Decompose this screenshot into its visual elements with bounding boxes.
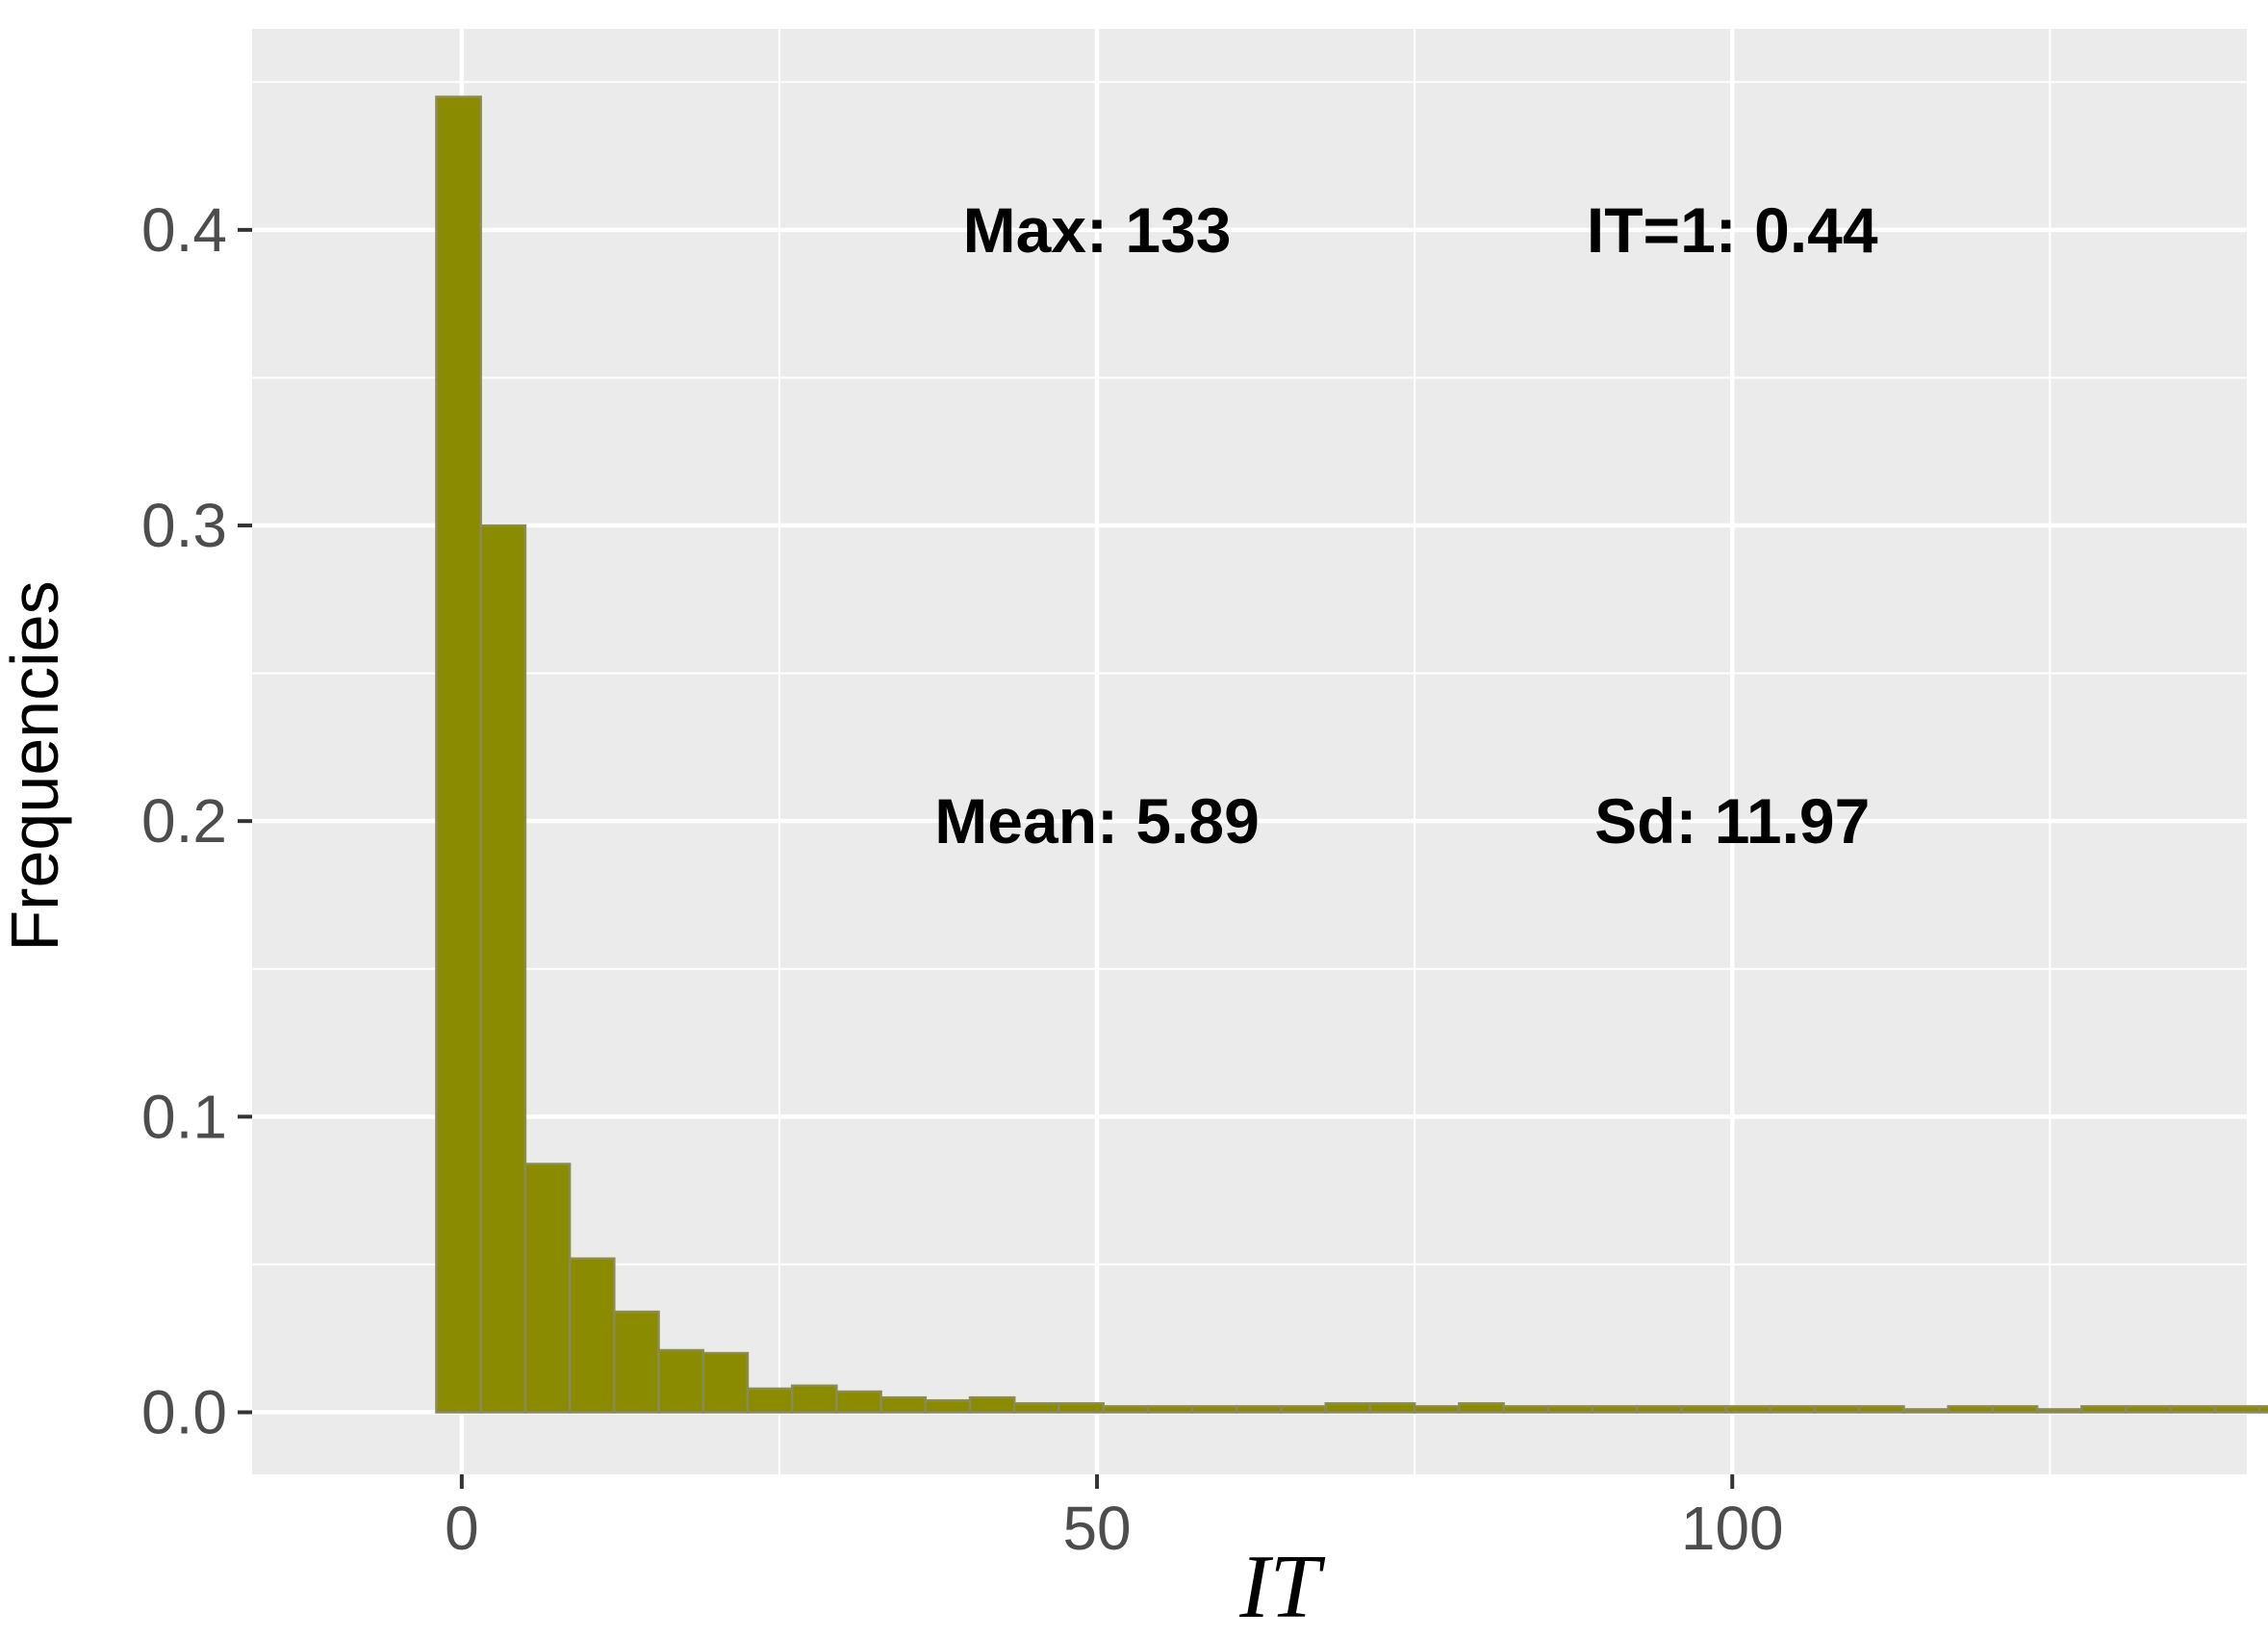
histogram-bar — [924, 1398, 972, 1414]
histogram-bar — [1413, 1405, 1461, 1414]
x-tick-label: 0 — [445, 1494, 479, 1563]
y-axis: 0.0 0.1 0.2 0.3 0.4 — [141, 195, 252, 1446]
histogram-bar — [568, 1257, 616, 1414]
histogram-bar — [1236, 1405, 1283, 1414]
histogram-bar — [1947, 1405, 1995, 1414]
histogram-bar — [1902, 1408, 1949, 1414]
y-tick-label: 0.0 — [141, 1377, 227, 1446]
histogram-bar — [1458, 1402, 1505, 1414]
histogram-bar — [746, 1387, 794, 1414]
y-tick-label: 0.1 — [141, 1082, 227, 1151]
annotation-label: IT=1: 0.44 — [1587, 194, 1878, 266]
histogram-bar — [2125, 1405, 2173, 1414]
x-axis: 0 50 100 — [445, 1474, 1784, 1563]
plot-panel — [252, 29, 2247, 1474]
histogram-bar — [1190, 1405, 1238, 1414]
histogram-bar — [1102, 1405, 1150, 1414]
histogram-bar — [523, 1163, 572, 1414]
histogram-bar — [2080, 1405, 2128, 1414]
histogram-bar — [1991, 1405, 2039, 1414]
histogram-bars — [435, 95, 2268, 1414]
y-axis-title: Frequencies — [0, 580, 72, 951]
histogram-bar — [1724, 1405, 1772, 1414]
histogram-bar — [2213, 1405, 2261, 1414]
histogram-bar — [1813, 1405, 1861, 1414]
histogram-bar — [1058, 1402, 1105, 1414]
annotation-label: Max: 133 — [963, 194, 1232, 266]
histogram-bar — [1280, 1405, 1327, 1414]
annotation-label: Mean: 5.89 — [934, 785, 1259, 857]
histogram-bar — [1368, 1402, 1416, 1414]
histogram-bar — [2169, 1405, 2217, 1414]
histogram-bar — [1146, 1405, 1194, 1414]
x-tick-label: 100 — [1681, 1494, 1784, 1563]
histogram-bar — [879, 1395, 928, 1414]
histogram-bar — [613, 1310, 660, 1414]
histogram-bar — [790, 1384, 838, 1414]
histogram-bar — [1858, 1405, 1905, 1414]
histogram-bar — [479, 524, 527, 1414]
x-tick-label: 50 — [1062, 1494, 1131, 1563]
histogram-bar — [657, 1348, 704, 1414]
y-tick-label: 0.4 — [141, 195, 227, 265]
histogram-bar — [1680, 1405, 1727, 1414]
y-tick-label: 0.3 — [141, 491, 227, 560]
histogram-bar — [2035, 1408, 2083, 1414]
histogram-bar — [2257, 1405, 2268, 1414]
histogram-bar — [701, 1351, 750, 1414]
histogram-bar — [1324, 1402, 1372, 1414]
histogram-bar — [968, 1395, 1016, 1414]
histogram-bar — [1546, 1405, 1594, 1414]
histogram-bar — [835, 1390, 882, 1414]
histogram-bar — [435, 95, 482, 1414]
histogram-bar — [1012, 1402, 1060, 1414]
histogram-bar — [1635, 1405, 1683, 1414]
histogram-bar — [1502, 1405, 1550, 1414]
annotation-label: Sd: 11.97 — [1594, 785, 1870, 857]
histogram-bar — [1769, 1405, 1817, 1414]
annotations: Max: 133 IT=1: 0.44 Mean: 5.89 Sd: 11.97 — [934, 194, 1878, 857]
y-tick-label: 0.2 — [141, 786, 227, 856]
histogram-bar — [1591, 1405, 1639, 1414]
x-axis-title: IT — [1238, 1537, 1325, 1637]
